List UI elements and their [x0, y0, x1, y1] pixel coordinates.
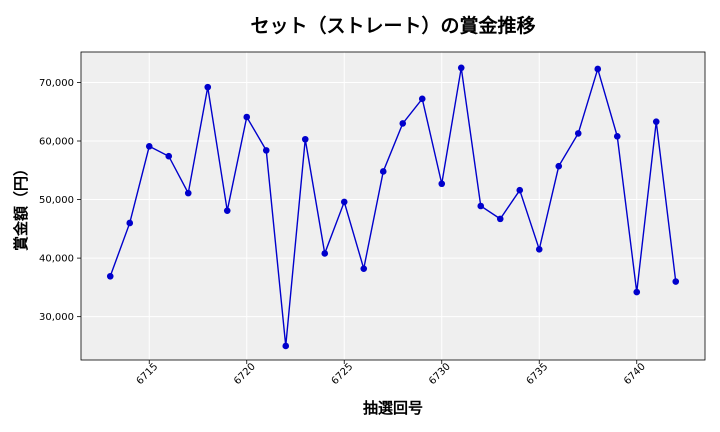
y-tick-label: 50,000: [39, 195, 74, 206]
plot-frame: [80, 51, 706, 361]
data-point: [594, 65, 602, 73]
y-tick-label: 60,000: [39, 137, 74, 148]
data-point: [223, 207, 231, 214]
data-point: [145, 142, 153, 150]
data-point: [321, 250, 329, 257]
data-point: [204, 83, 212, 91]
data-point: [633, 288, 641, 296]
data-point: [672, 278, 680, 285]
data-point: [613, 133, 621, 140]
data-point: [535, 246, 543, 253]
y-tick-label: 30,000: [39, 312, 74, 323]
chart-title: セット（ストレート）の賞金推移: [250, 14, 535, 37]
data-point: [457, 64, 465, 72]
data-point: [340, 198, 348, 206]
data-point: [360, 265, 368, 272]
data-point: [379, 168, 387, 175]
data-points: [106, 64, 680, 350]
data-point: [106, 272, 114, 280]
y-tick-label: 40,000: [39, 254, 74, 265]
data-point: [399, 120, 407, 127]
data-point: [126, 219, 134, 227]
x-axis-label: 抽選回号: [363, 399, 423, 417]
data-point: [555, 162, 563, 170]
y-tick-label: 70,000: [39, 78, 74, 89]
data-point: [652, 118, 660, 125]
data-point: [418, 95, 426, 103]
data-point: [438, 180, 446, 188]
data-point: [516, 186, 524, 194]
plot-area: [81, 52, 705, 360]
y-axis-label: 賞金額（円）: [12, 161, 30, 251]
data-point: [282, 342, 290, 350]
data-point: [496, 215, 504, 223]
data-point: [262, 147, 270, 154]
data-point: [301, 135, 309, 143]
data-point: [574, 130, 582, 137]
data-point: [243, 113, 251, 121]
y-axis-ticks: 30,000 40,000 50,000 60,000 70,000: [39, 78, 81, 323]
series-line: [109, 66, 677, 347]
data-point: [477, 202, 485, 210]
data-point: [184, 189, 192, 197]
data-point: [165, 152, 173, 160]
